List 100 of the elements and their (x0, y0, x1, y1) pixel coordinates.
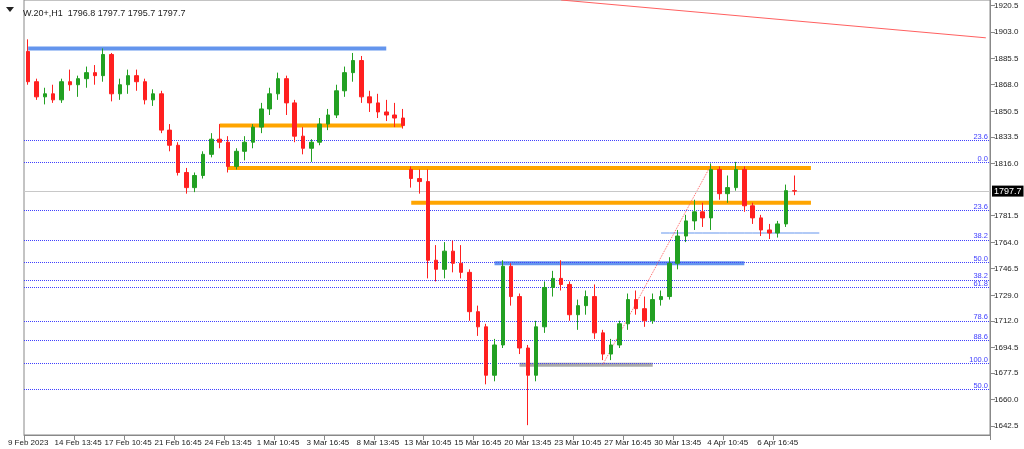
candlestick (634, 290, 638, 316)
candlestick (484, 323, 488, 385)
candlestick (692, 199, 697, 231)
candlestick (626, 293, 630, 331)
candlestick (784, 184, 788, 228)
y-tick-label: 1660.0 (994, 394, 1020, 404)
candlestick (43, 87, 47, 105)
candlestick (68, 69, 72, 92)
candlestick (734, 161, 738, 192)
candlestick (109, 52, 114, 102)
candlestick (309, 138, 314, 163)
x-tick-label: 13 Mar 10:45 (404, 437, 453, 447)
y-tick-label: 1694.5 (994, 342, 1020, 352)
candlestick (367, 90, 372, 113)
candlestick (201, 150, 205, 180)
candlestick (334, 84, 339, 119)
y-tick-label: 1885.5 (994, 53, 1020, 63)
candlestick (442, 241, 447, 279)
x-tick-label: 3 Mar 16:45 (306, 437, 350, 447)
candlestick (259, 102, 264, 134)
candlestick (317, 117, 322, 146)
candlestick (467, 268, 472, 322)
x-tick-label: 4 Apr 10:45 (707, 437, 749, 447)
candlestick (326, 108, 330, 131)
candlestick (143, 78, 147, 105)
candlestick (51, 84, 55, 104)
candlestick (792, 175, 797, 196)
candlestick (242, 135, 247, 161)
candlestick (601, 329, 605, 361)
candlestick (401, 108, 405, 130)
candlestick (292, 99, 297, 143)
candlestick (567, 280, 572, 322)
x-tick-label: 1 Mar 10:45 (256, 437, 300, 447)
x-tick-label: 9 Feb 2023 (7, 437, 49, 447)
candlestick (542, 280, 547, 334)
candlestick (584, 290, 588, 316)
candlestick (559, 259, 563, 291)
candlestick (767, 223, 772, 240)
candlestick (526, 344, 530, 426)
x-tick-label: 14 Feb 13:45 (54, 437, 103, 447)
candlestick (717, 165, 722, 201)
y-tick-label: 1642.5 (994, 421, 1020, 431)
candlestick (342, 66, 347, 98)
candlestick (759, 214, 763, 237)
candlestick (93, 64, 97, 86)
candlestick (26, 38, 30, 86)
x-tick-label: 27 Mar 16:45 (604, 437, 652, 447)
candlestick (592, 283, 597, 340)
candlestick (659, 290, 663, 307)
y-tick-label: 1712.0 (994, 316, 1020, 326)
ref-line-label: 1797.7 (994, 186, 1022, 197)
candlestick (750, 202, 755, 225)
candlestick (101, 47, 105, 83)
candlestick (617, 320, 622, 349)
y-tick-label: 1781.5 (994, 211, 1020, 221)
candlestick (700, 202, 705, 228)
candlestick (251, 123, 255, 149)
candlestick (534, 320, 538, 382)
candlestick (709, 162, 713, 231)
candlestick (226, 135, 230, 173)
y-tick-label: 1816.0 (994, 158, 1020, 168)
x-tick-label: 23 Mar 10:45 (554, 437, 602, 447)
candlestick (76, 75, 80, 98)
candlestick (209, 132, 214, 158)
x-tick-label: 24 Feb 13:45 (204, 437, 253, 447)
y-tick-label: 1764.0 (994, 237, 1020, 247)
candlestick (392, 102, 397, 128)
candlestick (492, 338, 497, 382)
candlestick (476, 305, 480, 337)
candlestick (642, 296, 647, 328)
candlestick (176, 141, 180, 177)
candlestick (234, 147, 239, 170)
x-tick-label: 15 Mar 16:45 (454, 437, 502, 447)
candlestick (684, 214, 688, 243)
candlestick (167, 123, 172, 152)
y-tick-label: 1746.5 (994, 264, 1020, 274)
candlestick (84, 66, 89, 89)
x-tick-label: 8 Mar 13:45 (356, 437, 400, 447)
candlestick (509, 262, 513, 307)
candlestick (459, 244, 463, 279)
candlestick (351, 52, 355, 83)
candlestick (301, 126, 305, 155)
x-tick-label: 21 Feb 16:45 (154, 437, 203, 447)
candlestick (192, 171, 197, 193)
candlestick (59, 78, 64, 104)
candlestick (576, 299, 580, 331)
x-tick-label: 17 Feb 10:45 (104, 437, 153, 447)
candlestick (34, 78, 39, 101)
y-tick-label: 1833.5 (994, 132, 1020, 142)
candlestick (359, 55, 364, 104)
candlestick (384, 99, 389, 122)
candlestick (609, 338, 613, 361)
y-tick-label: 1920.5 (994, 0, 1020, 10)
y-tick-label: 1903.0 (994, 27, 1020, 37)
candlestick (675, 229, 680, 270)
candlestick (376, 93, 380, 119)
candlestick (501, 259, 505, 349)
candlestick (434, 244, 438, 282)
candlestick (276, 72, 280, 101)
x-tick-label: 30 Mar 13:45 (654, 437, 702, 447)
